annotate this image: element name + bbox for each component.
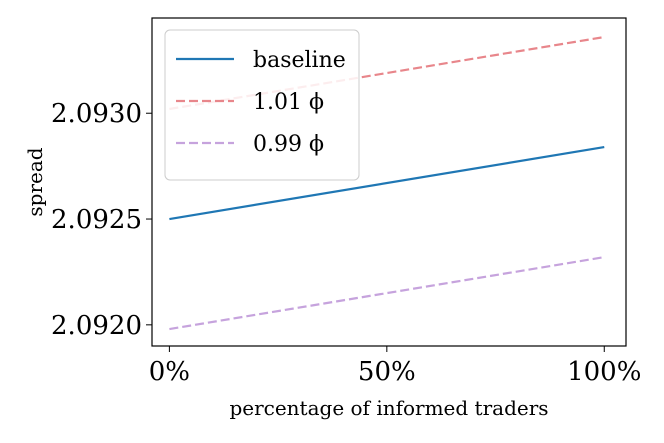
y-axis-label: spread <box>23 147 47 216</box>
legend-label: 1.01 ϕ <box>253 90 324 115</box>
x-tick-label: 100% <box>567 357 641 387</box>
plot-frame <box>151 17 627 347</box>
legend-label: baseline <box>253 48 346 73</box>
legend-label: 0.99 ϕ <box>253 132 324 157</box>
x-tick-label: 50% <box>358 357 416 387</box>
series-line-0 <box>169 145 605 221</box>
tick-layer: 0% 50% 100% 2.0920 2.0925 2.0930 <box>51 99 641 387</box>
y-tick-label: 2.0920 <box>51 311 142 341</box>
x-tick-label: 0% <box>149 357 190 387</box>
y-tick-label: 2.0930 <box>51 99 142 129</box>
legend-box <box>164 29 360 181</box>
series-line-2 <box>169 256 605 331</box>
legend: baseline 1.01 ϕ 0.99 ϕ <box>164 29 360 181</box>
x-axis-label: percentage of informed traders <box>229 396 548 420</box>
y-tick-label: 2.0925 <box>51 205 142 235</box>
